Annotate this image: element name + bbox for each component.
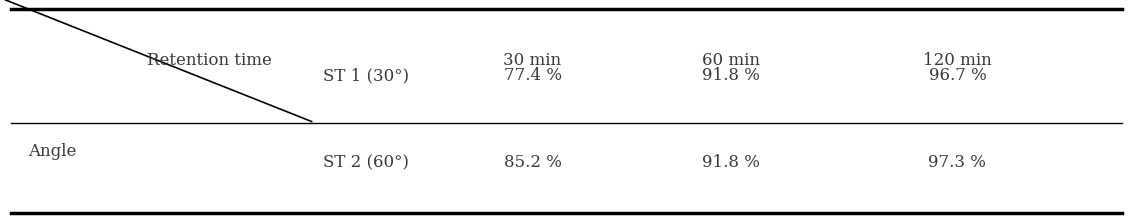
Text: ST 2 (60°): ST 2 (60°): [323, 154, 409, 171]
Text: 85.2 %: 85.2 %: [503, 154, 562, 171]
Text: 120 min: 120 min: [923, 52, 991, 69]
Text: 77.4 %: 77.4 %: [503, 67, 562, 84]
Text: ST 1 (30°): ST 1 (30°): [323, 67, 409, 84]
Text: 91.8 %: 91.8 %: [701, 67, 760, 84]
Text: Retention time: Retention time: [147, 52, 272, 69]
Text: 96.7 %: 96.7 %: [929, 67, 986, 84]
Text: 97.3 %: 97.3 %: [928, 154, 987, 171]
Text: 30 min: 30 min: [503, 52, 562, 69]
Text: 60 min: 60 min: [701, 52, 760, 69]
Text: Angle: Angle: [28, 143, 77, 160]
Text: 91.8 %: 91.8 %: [701, 154, 760, 171]
